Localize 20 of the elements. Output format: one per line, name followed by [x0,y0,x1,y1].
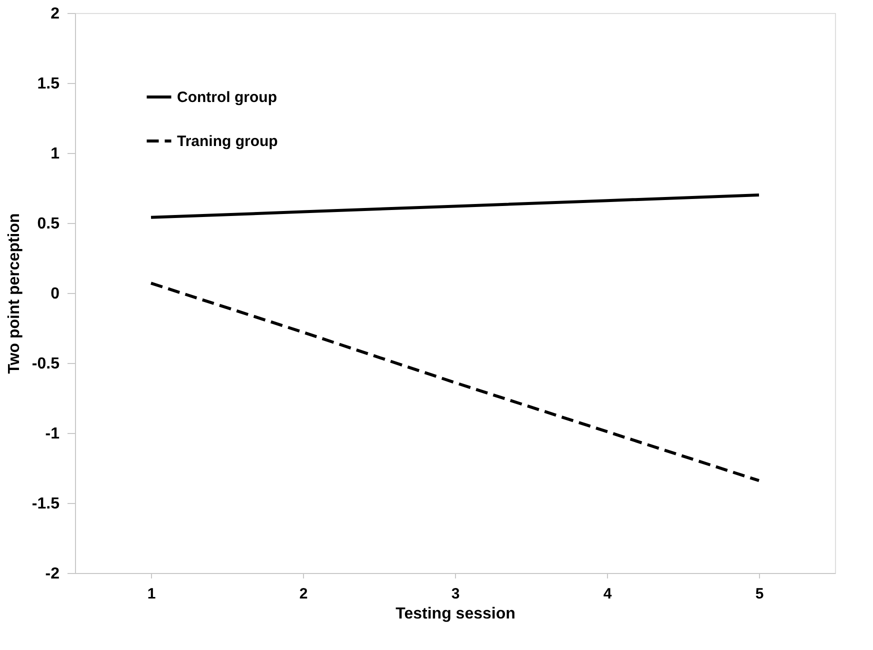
y-tick-label: 2 [50,6,60,22]
y-tick-label: -2 [45,566,60,582]
y-tick-label: 0.5 [37,216,60,232]
x-tick-label: 2 [299,586,308,602]
y-tick-label: -0.5 [32,356,60,372]
x-axis-title: Testing session [396,606,516,622]
line-series [150,194,760,219]
y-tick-label: -1 [45,426,60,442]
line-series [150,282,760,482]
legend-label: Control group [177,89,277,106]
legend-label: Traning group [177,133,278,150]
x-tick-label: 5 [755,586,764,602]
y-tick-label: 1 [50,146,60,162]
y-tick-label: -1.5 [32,496,60,512]
y-tick-label: 1.5 [37,76,60,92]
x-tick-label: 1 [147,586,156,602]
y-axis-title: Two point perception [6,213,23,374]
x-tick-label: 3 [451,586,460,602]
y-tick-label: 0 [50,286,60,302]
x-tick-label: 4 [603,586,612,602]
